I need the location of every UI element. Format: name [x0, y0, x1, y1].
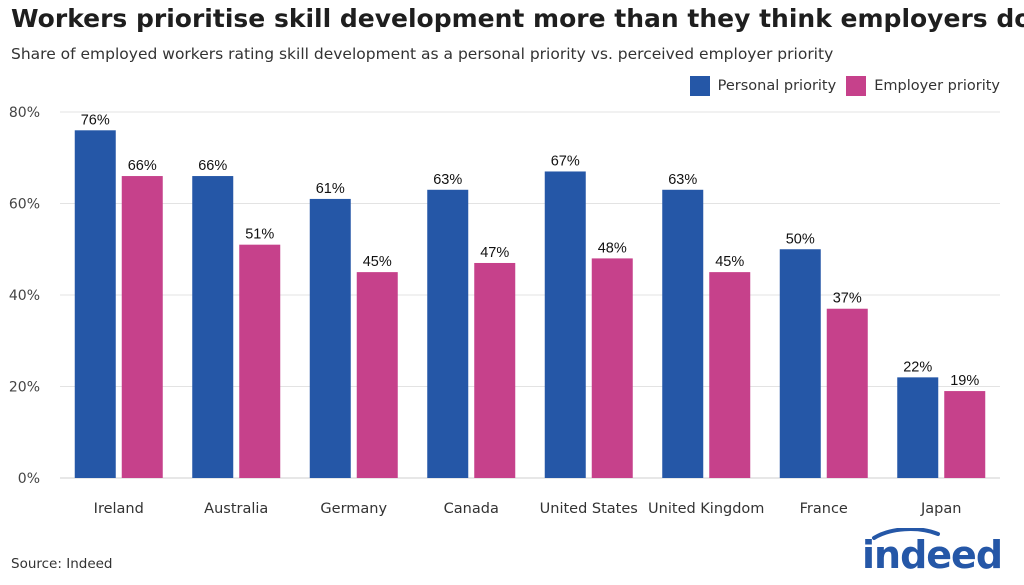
y-tick-label: 0% [18, 471, 40, 487]
legend-swatch-personal [689, 76, 710, 96]
data-label: 37% [833, 291, 862, 307]
data-label: 19% [950, 373, 979, 389]
data-label: 63% [433, 172, 462, 188]
data-label: 61% [316, 181, 345, 197]
bar-employer-priority [591, 258, 633, 478]
x-category-label: France [800, 501, 848, 517]
x-category-label: United States [540, 501, 638, 517]
data-label: 76% [81, 112, 110, 128]
legend-label-personal: Personal priority [717, 78, 837, 94]
bar-personal-priority [74, 130, 116, 479]
data-label: 67% [551, 153, 580, 169]
bar-personal-priority [544, 171, 586, 478]
bar-employer-priority [474, 262, 516, 478]
chart-title: Workers prioritise skill development mor… [11, 4, 1024, 33]
source-note: Source: Indeed [11, 556, 113, 572]
bar-employer-priority [826, 308, 868, 478]
bar-personal-priority [309, 198, 351, 479]
legend-swatch-employer [846, 76, 867, 96]
x-category-label: Ireland [94, 501, 144, 517]
data-label: 63% [668, 172, 697, 188]
indeed-logo-arc [872, 528, 940, 540]
bar-employer-priority [356, 272, 398, 478]
data-label: 22% [903, 359, 932, 375]
data-label: 48% [598, 240, 627, 256]
y-tick-label: 80% [9, 105, 40, 121]
bar-employer-priority [239, 244, 281, 478]
legend-item-personal: Personal priority [689, 76, 837, 96]
data-label: 47% [480, 245, 509, 261]
bar-employer-priority [944, 391, 986, 478]
x-category-label: Germany [320, 501, 387, 517]
x-category-label: Australia [204, 501, 268, 517]
data-label: 45% [363, 254, 392, 270]
y-tick-label: 20% [9, 380, 40, 396]
data-label: 51% [245, 227, 274, 243]
bar-employer-priority [121, 176, 163, 479]
bar-personal-priority [427, 189, 469, 478]
legend-item-employer: Employer priority [846, 76, 1000, 96]
data-label: 50% [786, 231, 815, 247]
indeed-logo: indeed [862, 528, 1003, 576]
chart-subtitle: Share of employed workers rating skill d… [11, 45, 834, 63]
legend: Personal priority Employer priority [680, 76, 1000, 96]
y-tick-label: 60% [9, 197, 40, 213]
data-label: 45% [715, 254, 744, 270]
indeed-logo-text: indeed [862, 533, 1002, 576]
y-tick-label: 40% [9, 288, 40, 304]
x-category-label: United Kingdom [648, 501, 764, 517]
bar-personal-priority [897, 377, 939, 478]
x-category-label: Canada [444, 501, 499, 517]
bar-employer-priority [709, 272, 751, 478]
legend-label-employer: Employer priority [874, 78, 1000, 94]
x-category-label: Japan [920, 501, 961, 517]
data-label: 66% [128, 158, 157, 174]
bar-personal-priority [192, 176, 234, 479]
bar-personal-priority [779, 249, 821, 478]
data-label: 66% [198, 158, 227, 174]
bar-personal-priority [662, 189, 704, 478]
